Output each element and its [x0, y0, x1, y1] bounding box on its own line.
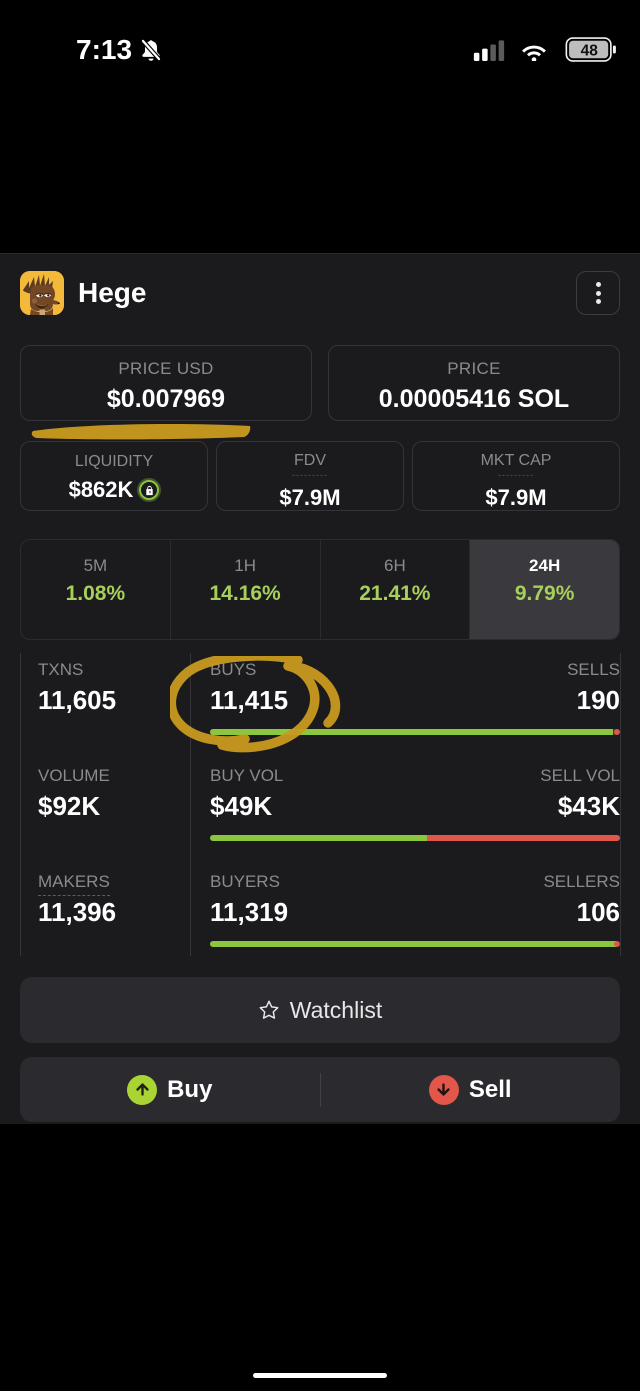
- svg-text:48: 48: [581, 43, 599, 60]
